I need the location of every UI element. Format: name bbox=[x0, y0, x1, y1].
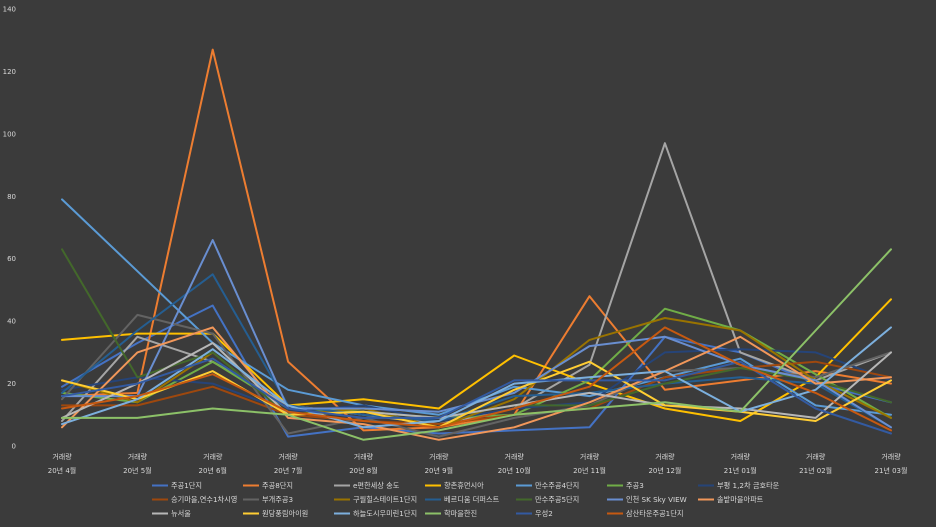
x-tick-label-top: 거래량 bbox=[52, 452, 72, 461]
series-line-15 bbox=[61, 342, 892, 419]
x-tick-label: 20년 10월 bbox=[498, 466, 531, 475]
legend-item: 솔밭마을아파트 bbox=[698, 495, 764, 504]
legend-item: 원당풍림아이원 bbox=[243, 509, 308, 518]
x-tick-label: 21년 01월 bbox=[724, 466, 757, 475]
legend-item: 베르디움 더퍼스트 bbox=[425, 495, 500, 504]
series-line-14 bbox=[61, 326, 892, 441]
legend-item: 삼산타운주공1단지 bbox=[607, 509, 683, 518]
legend-label: 뉴서울 bbox=[171, 509, 191, 518]
x-tick-label: 20년 11월 bbox=[573, 466, 606, 475]
series-line-7 bbox=[61, 348, 892, 422]
legend-item: 우성2 bbox=[516, 509, 553, 518]
legend-label: 구월힐스테이트1단지 bbox=[353, 495, 417, 504]
legend-item: 만수주공4단지 bbox=[516, 481, 579, 490]
x-axis-ticks: 거래량 20년 4월 거래량 20년 5월 거래량 20년 6월 거래량 20년 7월 거래량 2… bbox=[48, 452, 908, 475]
legend-item: 뉴서울 bbox=[152, 509, 191, 518]
y-tick-label: 80 bbox=[7, 193, 16, 201]
legend-label: 부개주공3 bbox=[262, 495, 293, 504]
y-tick-label: 120 bbox=[3, 68, 16, 76]
legend: 주공1단지 주공8단지 e편한세상 송도 향촌휴먼시아 만수주공4단지 주공3 부평 1,2… bbox=[152, 481, 780, 518]
x-tick-label-top: 거래량 bbox=[354, 452, 374, 461]
x-tick-label: 20년 8월 bbox=[349, 466, 377, 475]
legend-label: 우성2 bbox=[535, 509, 553, 518]
x-tick-label: 20년 5월 bbox=[123, 466, 151, 475]
series-line-18 bbox=[61, 248, 892, 441]
x-tick-label: 20년 4월 bbox=[48, 466, 76, 475]
x-tick-label-top: 거래량 bbox=[580, 452, 600, 461]
y-tick-label: 20 bbox=[7, 380, 16, 388]
legend-label: 베르디움 더퍼스트 bbox=[444, 495, 500, 504]
legend-label: 솔밭마을아파트 bbox=[717, 495, 764, 504]
x-tick-label-top: 거래량 bbox=[806, 452, 826, 461]
legend-item: 학마을한진 bbox=[425, 509, 477, 518]
legend-item: 구월힐스테이트1단지 bbox=[334, 495, 417, 504]
x-tick-label-top: 거래량 bbox=[881, 452, 901, 461]
y-tick-label: 60 bbox=[7, 255, 16, 263]
legend-label: 원당풍림아이원 bbox=[262, 509, 308, 518]
legend-label: 주공3 bbox=[626, 481, 644, 490]
series-line-10 bbox=[61, 317, 892, 429]
series-lines bbox=[61, 48, 892, 441]
x-tick-label-top: 거래량 bbox=[278, 452, 298, 461]
x-tick-label: 21년 02월 bbox=[799, 466, 832, 475]
x-tick-label-top: 거래량 bbox=[731, 452, 751, 461]
legend-label: 학마을한진 bbox=[444, 509, 477, 518]
legend-item: 주공1단지 bbox=[152, 481, 202, 490]
legend-label: 만수주공5단지 bbox=[535, 495, 579, 504]
series-line-17 bbox=[61, 326, 892, 429]
x-tick-label-top: 거래량 bbox=[655, 452, 675, 461]
legend-label: 승기마을,연수1차시영 bbox=[171, 495, 237, 504]
x-tick-label: 20년 9월 bbox=[425, 466, 453, 475]
legend-label: 삼산타운주공1단지 bbox=[626, 509, 683, 518]
x-tick-label: 20년 12월 bbox=[648, 466, 681, 475]
legend-item: 인천 SK Sky VIEW bbox=[607, 495, 687, 504]
legend-item: 부평 1,2차 금호타운 bbox=[698, 481, 780, 490]
legend-item: 주공8단지 bbox=[243, 481, 293, 490]
x-tick-label: 21년 03월 bbox=[875, 466, 908, 475]
legend-label: 향촌휴먼시아 bbox=[444, 481, 484, 490]
legend-item: 승기마을,연수1차시영 bbox=[152, 495, 237, 504]
legend-label: 하늘도시우미린1단지 bbox=[353, 509, 417, 518]
series-line-16 bbox=[61, 360, 892, 429]
legend-item: 만수주공5단지 bbox=[516, 495, 579, 504]
legend-item: 향촌휴먼시아 bbox=[425, 481, 484, 490]
legend-label: e편한세상 송도 bbox=[353, 481, 400, 490]
x-tick-label-top: 거래량 bbox=[505, 452, 525, 461]
legend-item: 부개주공3 bbox=[243, 495, 293, 504]
legend-label: 주공1단지 bbox=[171, 481, 202, 490]
y-tick-label: 40 bbox=[7, 318, 16, 326]
legend-label: 부평 1,2차 금호타운 bbox=[717, 481, 780, 490]
y-tick-label: 140 bbox=[3, 6, 16, 14]
x-tick-label-top: 거래량 bbox=[128, 452, 148, 461]
legend-label: 주공8단지 bbox=[262, 481, 293, 490]
legend-label: 인천 SK Sky VIEW bbox=[626, 495, 687, 504]
legend-item: 하늘도시우미린1단지 bbox=[334, 509, 417, 518]
legend-item: 주공3 bbox=[607, 481, 644, 490]
y-tick-label: 100 bbox=[3, 130, 16, 138]
legend-label: 만수주공4단지 bbox=[535, 481, 579, 490]
legend-item: e편한세상 송도 bbox=[334, 481, 400, 490]
x-tick-label: 20년 6월 bbox=[198, 466, 226, 475]
y-tick-label: 0 bbox=[12, 443, 16, 451]
series-line-20 bbox=[61, 326, 892, 432]
x-tick-label: 20년 7월 bbox=[274, 466, 302, 475]
x-tick-label-top: 거래량 bbox=[429, 452, 449, 461]
y-axis-ticks: 0 20 40 60 80 100 120 140 bbox=[3, 6, 16, 451]
x-tick-label-top: 거래량 bbox=[203, 452, 223, 461]
